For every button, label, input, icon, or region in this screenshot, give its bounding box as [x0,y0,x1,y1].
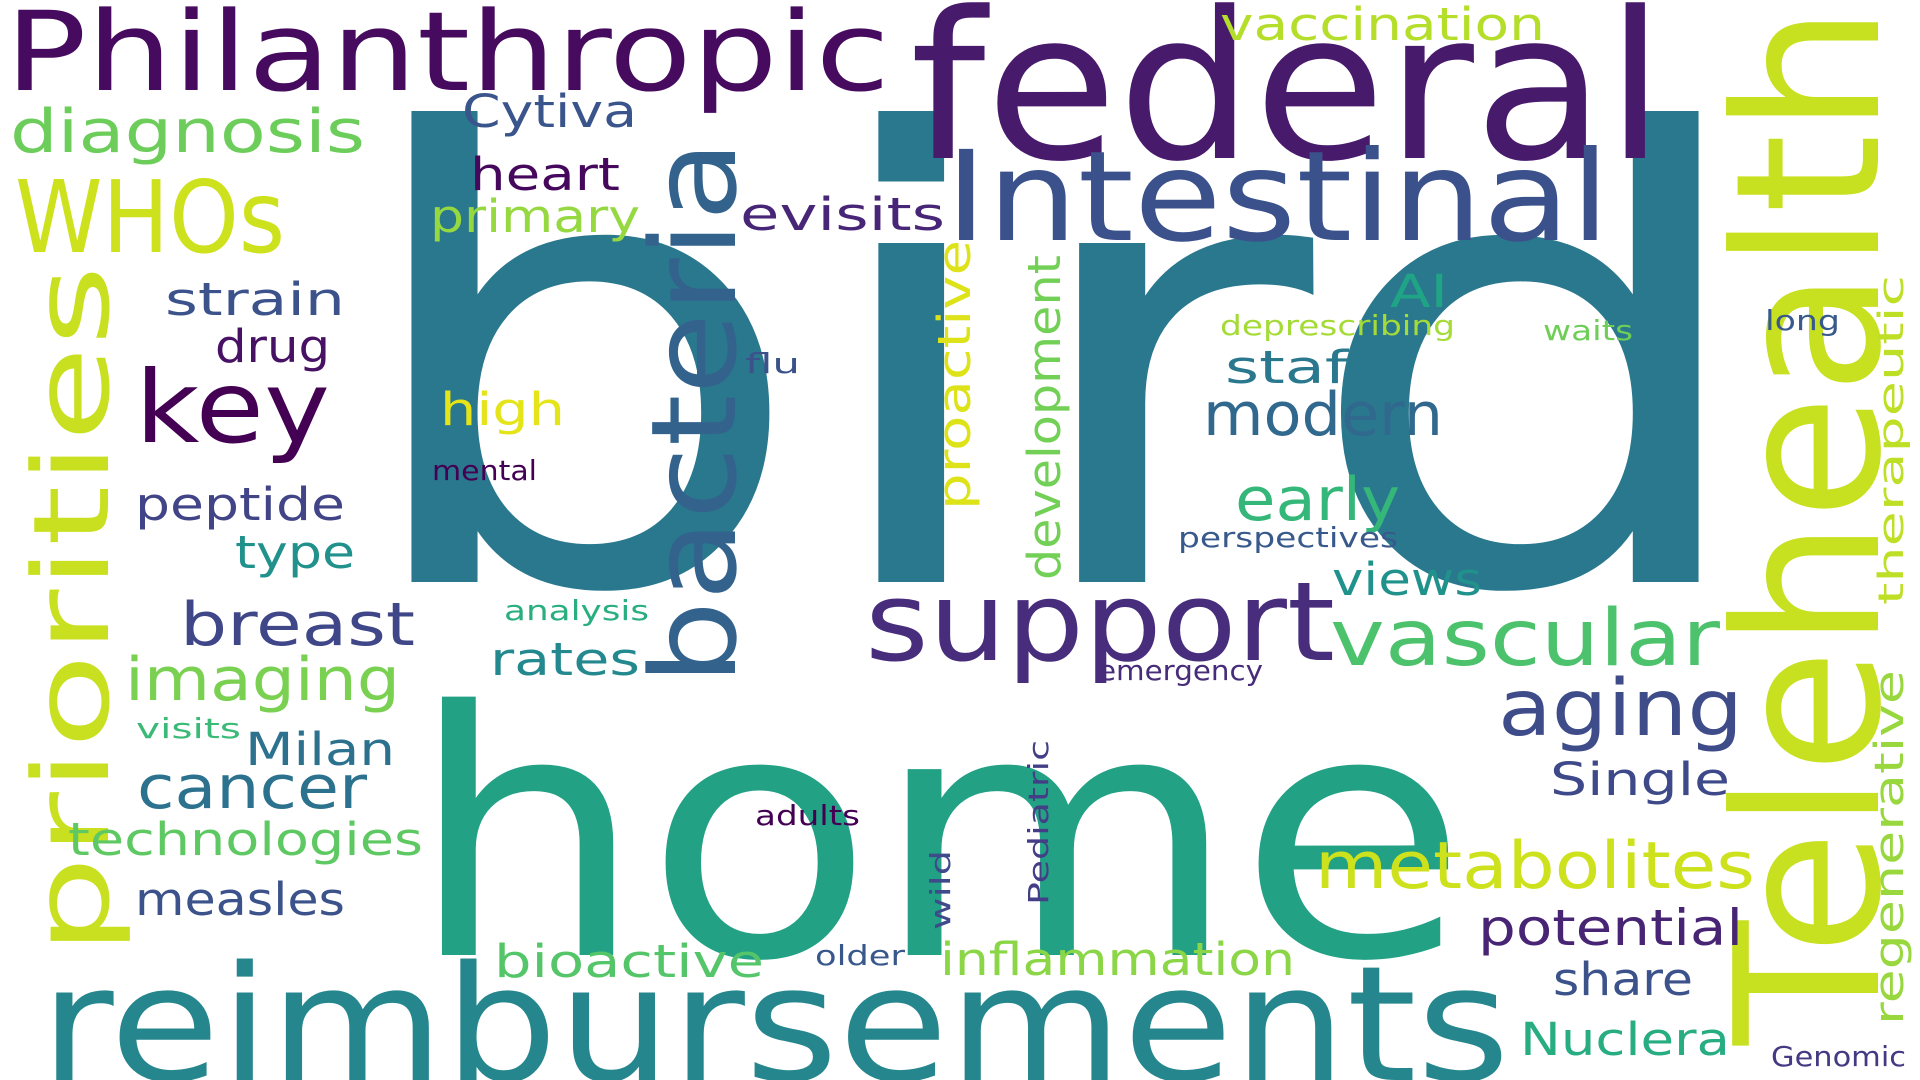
word-metabolites: metabolites [1315,829,1755,904]
word-evisits: evisits [740,188,945,241]
word-bird: bird [345,8,1765,729]
word-long: long [1765,304,1840,337]
word-technologies: technologies [68,813,423,866]
word-modern: modern [1203,380,1443,450]
word-cancer: cancer [137,753,367,823]
word-share: share [1553,953,1693,1006]
word-imaging: imaging [125,645,400,715]
word-flu: flu [745,347,800,380]
word-vascular: vascular [1330,594,1721,684]
word-regenerative: regenerative [1867,670,1913,1025]
word-bacteria: bacteria [625,140,763,685]
word-primary: primary [430,190,640,243]
word-adults: adults [755,799,860,832]
word-key: key [135,349,330,466]
word-telehealth: Telehealth [1693,5,1920,1046]
word-mental: mental [432,454,537,487]
word-views: views [1332,553,1482,606]
word-pediatric: Pediatric [1022,740,1055,905]
word-vaccination: vaccination [1220,0,1545,51]
word-drug: drug [215,320,330,373]
word-waits: waits [1543,314,1633,347]
word-home: home [408,640,1468,1036]
word-ai: AI [1390,265,1448,318]
word-bioactive: bioactive [494,935,764,988]
word-potential: potential [1478,899,1743,957]
word-priorities: priorities [11,265,133,955]
word-milan: Milan [245,723,395,776]
word-inflammation: inflammation [940,933,1295,986]
word-staff: staff [1225,341,1371,394]
word-support: support [865,558,1335,686]
word-philanthropic: Philanthropic [5,0,890,116]
word-peptide: peptide [135,478,345,531]
word-measles: measles [135,873,345,926]
word-rates: rates [490,633,640,686]
word-reimbursements: reimbursements [40,931,1510,1080]
word-visits: visits [136,712,241,745]
word-nuclera: Nuclera [1520,1013,1730,1066]
word-strain: strain [165,273,345,326]
word-intestinal: Intestinal [945,125,1610,270]
word-wild: wild [924,850,957,930]
word-analysis: analysis [504,594,649,627]
word-whos: WHOs [15,159,285,276]
word-proactive: proactive [928,240,981,510]
word-perspectives: perspectives [1178,521,1398,554]
word-emergency: emergency [1098,654,1263,687]
word-heart: heart [470,148,620,201]
word-diagnosis: diagnosis [10,97,365,167]
word-breast: breast [180,590,415,660]
word-older: older [815,939,906,972]
word-therapeutic: therapeutic [1872,275,1912,605]
word-early: early [1235,465,1400,535]
word-type: type [235,526,355,579]
word-high: high [440,383,565,436]
word-aging: aging [1498,664,1743,754]
word-single: Single [1550,753,1730,806]
word-federal: federal [910,0,1665,207]
word-deprescribing: deprescribing [1220,309,1455,342]
word-cytiva: Cytiva [462,85,637,138]
word-genomic: Genomic [1771,1040,1906,1073]
word-development: development [1018,255,1071,580]
